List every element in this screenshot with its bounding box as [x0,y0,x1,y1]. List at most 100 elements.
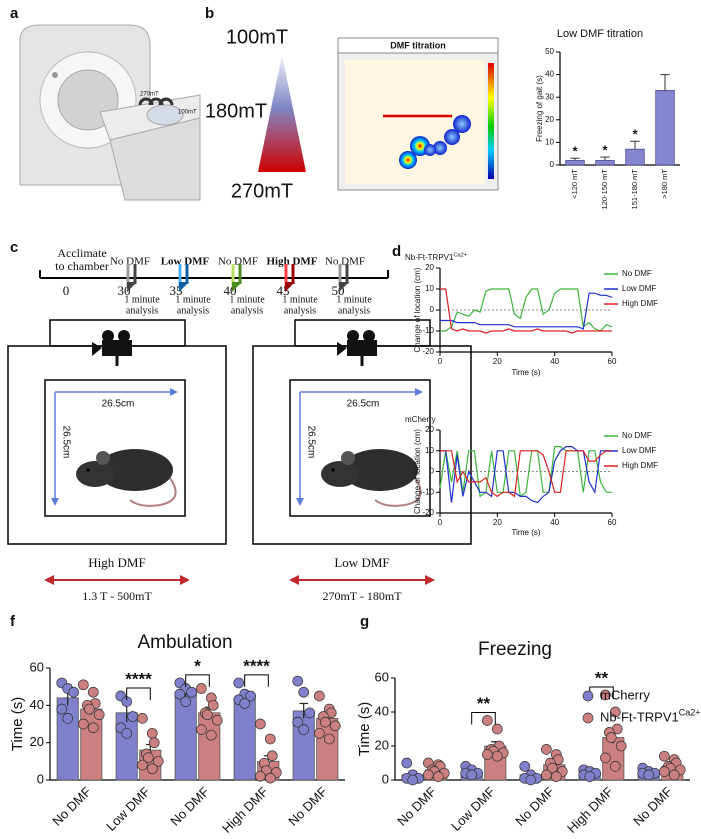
data-point [550,771,562,782]
camera-reel [118,330,130,342]
legend-label: Low DMF [622,284,656,293]
significance-bracket [185,674,210,687]
chart-title: mCherry [405,415,436,424]
arrow-head [339,282,349,292]
analysis: 1 minute [229,294,265,305]
data-point [659,750,670,762]
data-point [87,722,99,734]
data-point [298,724,310,735]
acclimate: Acclimate [57,246,106,260]
mouse-head [321,461,359,487]
y-tick-label: -10 [422,326,434,335]
x-tick-label: >180 mT [660,169,669,199]
data-point [152,755,164,767]
data-point [87,686,99,698]
x-tick-label: No DMF [630,784,675,829]
y-tick-label: -10 [422,487,434,496]
data-point [643,769,655,781]
arrow-head [425,575,435,585]
data-point [609,761,621,772]
legend-label: High DMF [622,299,658,308]
x-tick-label: Low DMF [103,784,153,834]
data-point [466,769,478,781]
chart-title: Freezing [478,639,552,660]
analysis: 1 minute [175,294,211,305]
data-point [323,733,335,745]
y-tick-label: 40 [30,697,44,712]
x-tick-label: Low DMF [448,784,498,834]
data-point [233,677,245,689]
dimension-label: 26.5cm [347,399,380,410]
data-point [292,716,304,728]
data-point [56,703,68,715]
y-tick-label: 0 [382,771,389,786]
analysis: analysis [177,305,209,316]
data-point [423,769,434,781]
x-tick-label: 20 [493,518,502,527]
data-point [211,714,223,726]
line-series [440,288,612,334]
data-point [314,690,325,702]
blob [424,144,436,156]
legend-label-sup: Ca2+ [679,707,701,717]
significance: **** [243,656,270,675]
data-point [609,706,621,718]
y-tick-label: 20 [425,263,434,272]
data-point [298,686,310,698]
data-point [186,686,197,698]
data-point [266,750,278,762]
chart-title: Nb-Ft-TRPV1 [405,253,454,262]
x-tick-label: 40 [550,357,559,366]
bar [565,160,585,166]
panel-label: a [10,5,19,22]
coil-label: 100mT [178,110,197,116]
scanner-base [109,117,201,201]
x-axis-label: Time (s) [511,528,540,537]
data-point [137,713,148,724]
x-tick-label: 120-150 mT [600,169,609,210]
legend-label: Nb-Ft-TRPV1 [600,709,679,724]
data-point [239,698,251,709]
data-point [78,718,89,730]
legend-marker [582,712,594,724]
x-axis-label: Time (s) [511,368,540,377]
phase-arrows [126,264,349,292]
x-tick-label: 20 [493,357,502,366]
data-point [525,774,537,786]
data-point [584,771,596,782]
dimension-label: 26.5cm [60,426,71,459]
field-gradient: 100mT 180mT 270mT [205,26,306,202]
data-point [137,759,148,771]
coil-label: 270mT [140,92,159,98]
bar [595,160,615,166]
camera-reel [363,330,375,342]
coil-windings [138,97,174,106]
coil [146,104,184,126]
bar [233,697,256,781]
y-tick-label: 40 [545,70,554,79]
condition: High DMF [88,555,145,570]
panel-label: b [205,5,214,22]
y-tick-label: 10 [545,138,554,147]
arrow-head [127,282,137,292]
panel-label: d [392,243,401,260]
arrow-head [180,575,190,585]
legend-label: No DMF [622,269,652,278]
arrow-head [289,575,299,585]
x-tick-label: High DMF [564,784,616,836]
mouse-body [97,449,173,491]
y-tick-label: 0 [430,467,435,476]
heatmap-header [337,37,499,54]
chart-title: Low DMF titration [557,28,643,40]
chambers: 26.5cm 26.5cm High DMF 1.3 T - 500mT 26.5cm 2… [7,319,472,603]
data-point [401,757,413,769]
y-tick-label: 0 [37,771,44,786]
significance: ** [477,694,491,713]
x-tick-label: No DMF [167,784,212,829]
chart-title-sup: Ca2+ [453,252,467,258]
data-point [491,723,503,735]
data-point [146,763,158,775]
x-tick-label: No DMF [49,784,94,829]
data-point [68,686,79,698]
data-point [541,769,552,781]
